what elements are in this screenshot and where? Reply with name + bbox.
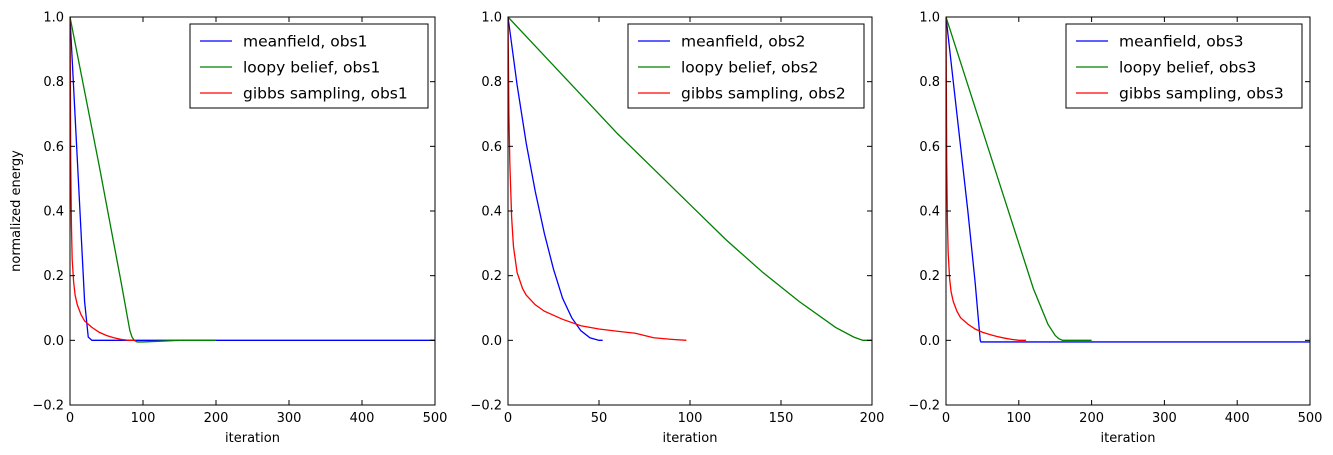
x-axis-label: iteration bbox=[225, 431, 280, 446]
legend-frame bbox=[627, 23, 865, 109]
y-tick-label: 1.0 bbox=[43, 11, 64, 26]
y-tick-label: 0.8 bbox=[919, 75, 940, 90]
y-tick-label: 0.8 bbox=[43, 75, 64, 90]
y-tick-label: 0.6 bbox=[481, 140, 502, 155]
y-tick-label: 1.0 bbox=[481, 11, 502, 26]
legend: meanfield, obs1 loopy belief, obs1 gibbs s… bbox=[189, 23, 429, 109]
legend: meanfield, obs3 loopy belief, obs3 gibbs s… bbox=[1065, 23, 1303, 109]
x-tick-label: 300 bbox=[277, 411, 302, 426]
series-line-2 bbox=[946, 17, 1092, 341]
y-axis-label: normalized energy bbox=[9, 150, 24, 272]
x-tick-label: 50 bbox=[591, 411, 608, 426]
chart-panel-2: 0 50 100 150 200 −0.2 0.0 0.2 0.4 0.6 0.8 1.0 iterat… bbox=[470, 11, 884, 447]
legend-entry: gibbs sampling, obs3 bbox=[1119, 85, 1284, 103]
y-tick-label: −0.2 bbox=[32, 399, 64, 414]
y-tick-label: −0.2 bbox=[908, 399, 940, 414]
legend-entry: meanfield, obs2 bbox=[681, 33, 806, 51]
legend-frame bbox=[189, 23, 429, 109]
series-line-2 bbox=[70, 17, 216, 343]
series-line-1 bbox=[946, 17, 1310, 343]
legend-entry: meanfield, obs1 bbox=[243, 33, 368, 51]
series-line-3 bbox=[508, 17, 687, 341]
y-tick-label: 0.4 bbox=[919, 205, 940, 220]
x-tick-label: 0 bbox=[942, 411, 950, 426]
y-tick-label: −0.2 bbox=[470, 399, 502, 414]
x-tick-label: 200 bbox=[204, 411, 229, 426]
x-tick-label: 300 bbox=[1152, 411, 1177, 426]
legend-entry: loopy belief, obs1 bbox=[243, 59, 380, 77]
legend-entry: gibbs sampling, obs2 bbox=[681, 85, 846, 103]
legend: meanfield, obs2 loopy belief, obs2 gibbs s… bbox=[627, 23, 865, 109]
x-tick-label: 100 bbox=[131, 411, 156, 426]
chart-panel-3: 0 100 200 300 400 500 −0.2 0.0 0.2 0.4 0.6 0.8 1.0 it… bbox=[908, 11, 1322, 447]
y-tick-label: 0.0 bbox=[43, 334, 64, 349]
series-line-1 bbox=[508, 17, 603, 341]
x-tick-label: 0 bbox=[66, 411, 74, 426]
x-tick-label: 400 bbox=[1225, 411, 1250, 426]
y-tick-label: 0.2 bbox=[481, 269, 502, 284]
legend-entry: meanfield, obs3 bbox=[1119, 33, 1244, 51]
y-tick-label: 0.4 bbox=[43, 205, 64, 220]
y-tick-label: 0.2 bbox=[43, 269, 64, 284]
legend-entry: loopy belief, obs2 bbox=[681, 59, 818, 77]
y-tick-label: 0.6 bbox=[919, 140, 940, 155]
y-tick-label: 1.0 bbox=[919, 11, 940, 26]
y-tick-label: 0.0 bbox=[919, 334, 940, 349]
x-tick-label: 100 bbox=[678, 411, 703, 426]
x-tick-label: 400 bbox=[350, 411, 375, 426]
y-tick-label: 0.2 bbox=[919, 269, 940, 284]
y-tick-label: 0.8 bbox=[481, 75, 502, 90]
x-axis-label: iteration bbox=[663, 431, 718, 446]
x-tick-label: 100 bbox=[1006, 411, 1031, 426]
y-tick-label: 0.0 bbox=[481, 334, 502, 349]
x-tick-label: 0 bbox=[504, 411, 512, 426]
y-tick-label: 0.4 bbox=[481, 205, 502, 220]
series-line-1 bbox=[70, 17, 435, 341]
series-line-2 bbox=[508, 17, 872, 341]
legend-entry: gibbs sampling, obs1 bbox=[243, 85, 408, 103]
legend-entry: loopy belief, obs3 bbox=[1119, 59, 1256, 77]
legend-frame bbox=[1065, 23, 1303, 109]
series-line-3 bbox=[70, 17, 136, 341]
x-tick-label: 500 bbox=[1298, 411, 1323, 426]
x-tick-label: 200 bbox=[1079, 411, 1104, 426]
chart-panel-1: 0 100 200 300 400 500 −0.2 0.0 0.2 0.4 0.6 0.8 1.0 it… bbox=[9, 11, 447, 447]
x-tick-label: 150 bbox=[769, 411, 794, 426]
x-axis-label: iteration bbox=[1101, 431, 1156, 446]
x-tick-label: 500 bbox=[423, 411, 448, 426]
y-tick-label: 0.6 bbox=[43, 140, 64, 155]
series-line-3 bbox=[946, 17, 1027, 341]
x-tick-label: 200 bbox=[860, 411, 885, 426]
